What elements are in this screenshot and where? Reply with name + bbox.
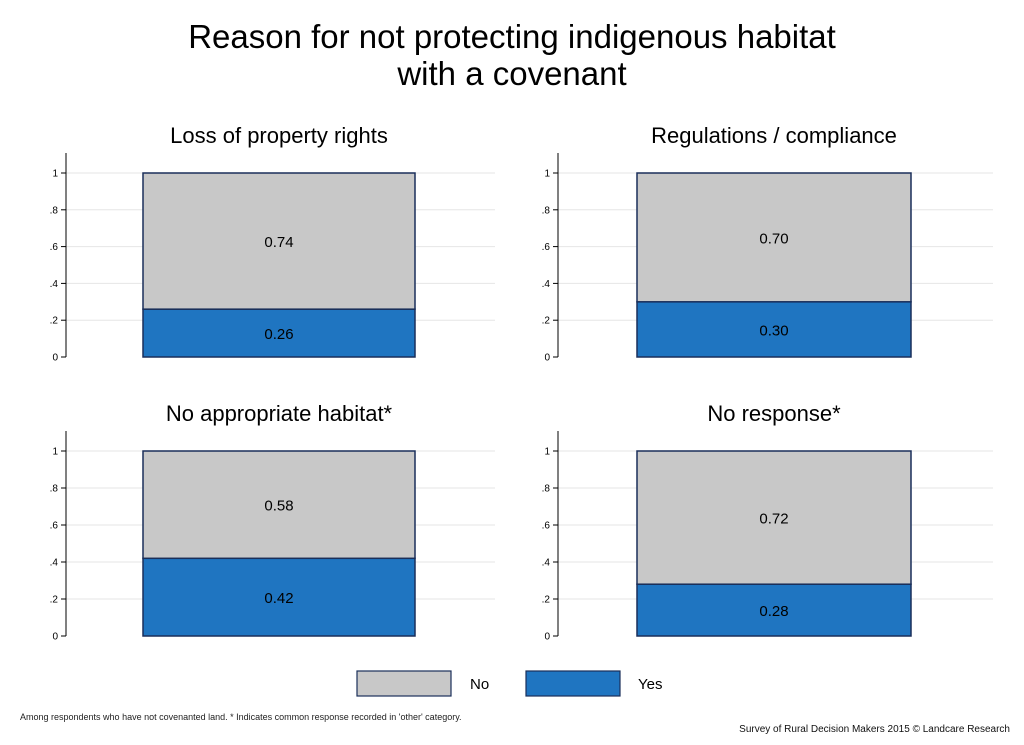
- bar-segment-yes: [142, 557, 416, 637]
- y-tick-label: .6: [542, 521, 551, 532]
- y-tick-label: .4: [542, 279, 551, 290]
- y-tick-label: .8: [542, 205, 551, 216]
- y-tick-label: .4: [50, 279, 59, 290]
- legend-label-no: No: [470, 676, 489, 693]
- y-tick-label: .2: [50, 595, 59, 606]
- legend-swatch-yes: [525, 670, 621, 697]
- y-tick-label: 1: [52, 447, 58, 458]
- y-tick-label: 0: [544, 632, 550, 643]
- y-tick-label: .6: [50, 521, 59, 532]
- bar-segment-no: [636, 450, 912, 585]
- y-tick-label: .2: [542, 595, 551, 606]
- legend-swatch-no: [356, 670, 452, 697]
- source-credit: Survey of Rural Decision Makers 2015 © L…: [739, 724, 1010, 735]
- bar-value-label: 0.28: [759, 603, 788, 620]
- bar-value-label: 0.26: [264, 326, 293, 343]
- subplot-title: Loss of property rights: [170, 123, 388, 148]
- y-tick-label: .4: [50, 558, 59, 569]
- chart-title-line-2: with a covenant: [397, 55, 627, 92]
- chart-title: Reason for not protecting indigenous hab…: [0, 18, 1024, 92]
- chart-title-line-1: Reason for not protecting indigenous hab…: [188, 18, 836, 55]
- y-tick-label: .8: [542, 484, 551, 495]
- bar-value-label: 0.72: [759, 511, 788, 528]
- bar-segment-no: [142, 450, 416, 560]
- bar-value-label: 0.74: [264, 234, 293, 251]
- bar-segment-no: [636, 172, 912, 303]
- y-tick-label: 1: [52, 169, 58, 180]
- y-tick-label: 1: [544, 447, 550, 458]
- subplot-title: No response*: [707, 401, 841, 426]
- y-tick-label: .2: [542, 316, 551, 327]
- bar-segment-yes: [636, 301, 912, 358]
- y-tick-label: 0: [52, 353, 58, 364]
- y-tick-label: .2: [50, 316, 59, 327]
- footnote: Among respondents who have not covenante…: [20, 712, 462, 722]
- y-tick-label: .8: [50, 205, 59, 216]
- y-tick-label: 0: [52, 632, 58, 643]
- y-tick-label: .8: [50, 484, 59, 495]
- subplot-title: Regulations / compliance: [651, 123, 897, 148]
- y-tick-label: .4: [542, 558, 551, 569]
- subplot-title: No appropriate habitat*: [166, 401, 393, 426]
- bar-value-label: 0.58: [264, 498, 293, 515]
- bar-value-label: 0.42: [264, 590, 293, 607]
- bar-value-label: 0.70: [759, 230, 788, 247]
- legend-label-yes: Yes: [638, 676, 662, 693]
- y-tick-label: .6: [50, 242, 59, 253]
- y-tick-label: 1: [544, 169, 550, 180]
- bar-segment-no: [142, 172, 416, 310]
- y-tick-label: .6: [542, 242, 551, 253]
- bar-value-label: 0.30: [759, 322, 788, 339]
- bar-segment-yes: [636, 583, 912, 637]
- y-tick-label: 0: [544, 353, 550, 364]
